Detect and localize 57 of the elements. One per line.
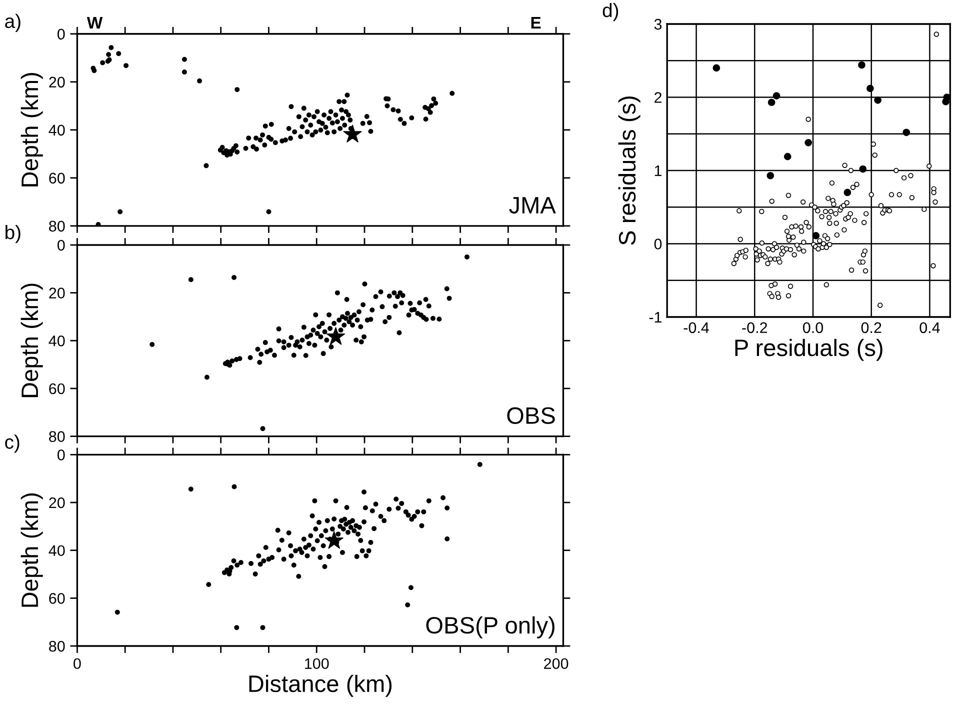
- y-axis-title: S residuals (s): [618, 96, 640, 245]
- y-tick-label: 3: [654, 18, 662, 30]
- text: d): [602, 2, 618, 22]
- x-tick-label: -0.4: [684, 322, 709, 334]
- x-tick-label: 0: [74, 658, 81, 670]
- point: [768, 98, 776, 106]
- text: W: [86, 17, 103, 29]
- y-tick-label: 20: [49, 288, 65, 298]
- point: [812, 232, 820, 240]
- y-tick-label: 0: [57, 450, 65, 460]
- annotation: OBS(P only): [426, 616, 554, 638]
- point: [858, 61, 866, 69]
- annotation: JMA: [509, 197, 556, 214]
- x-tick-label: 0.4: [920, 322, 940, 334]
- text: c): [5, 434, 20, 453]
- y-tick-label: 2: [654, 92, 662, 103]
- y-tick-label: 20: [49, 497, 65, 508]
- y-tick-label: 60: [49, 593, 65, 604]
- x-tick-label: 200: [544, 658, 568, 670]
- x-axis-title: Distance (km): [249, 674, 392, 697]
- x-axis-title: P residuals (s): [735, 338, 882, 361]
- y-tick-label: 80: [49, 431, 65, 442]
- text: E: [531, 17, 541, 29]
- point: [784, 152, 792, 160]
- point: [859, 165, 867, 173]
- point: [772, 92, 780, 100]
- y-tick-label: 20: [49, 76, 65, 88]
- y-tick-label: 60: [49, 383, 65, 394]
- y-tick-label: 0: [57, 28, 65, 40]
- x-tick-label: 0.2: [861, 322, 882, 334]
- point: [866, 84, 874, 92]
- y-axis-title: Depth (km): [20, 72, 43, 186]
- point: [874, 96, 882, 104]
- point: [804, 138, 812, 146]
- y-tick-label: -1: [649, 312, 662, 323]
- y-tick-label: 1: [654, 166, 662, 176]
- point: [902, 128, 910, 136]
- y-tick-label: 40: [48, 545, 65, 556]
- point: [712, 64, 720, 72]
- y-tick-label: 80: [49, 220, 65, 232]
- point: [942, 98, 950, 106]
- text: a): [5, 14, 20, 32]
- y-tick-label: 0: [654, 238, 662, 250]
- x-tick-label: 0.0: [802, 322, 824, 334]
- text: b): [6, 224, 20, 244]
- point: [844, 188, 852, 196]
- y-tick-label: 80: [49, 640, 65, 652]
- y-axis-title: Depth (km): [20, 493, 43, 607]
- x-tick-label: -0.2: [742, 322, 768, 334]
- y-tick-label: 40: [48, 336, 65, 346]
- y-tick-label: 60: [49, 172, 65, 184]
- x-tick-label: 100: [305, 658, 329, 670]
- point: [766, 172, 774, 180]
- y-tick-label: 40: [48, 124, 65, 136]
- annotation: OBS: [507, 407, 555, 424]
- y-axis-title: Depth (km): [20, 284, 43, 398]
- y-tick-label: 0: [57, 240, 65, 251]
